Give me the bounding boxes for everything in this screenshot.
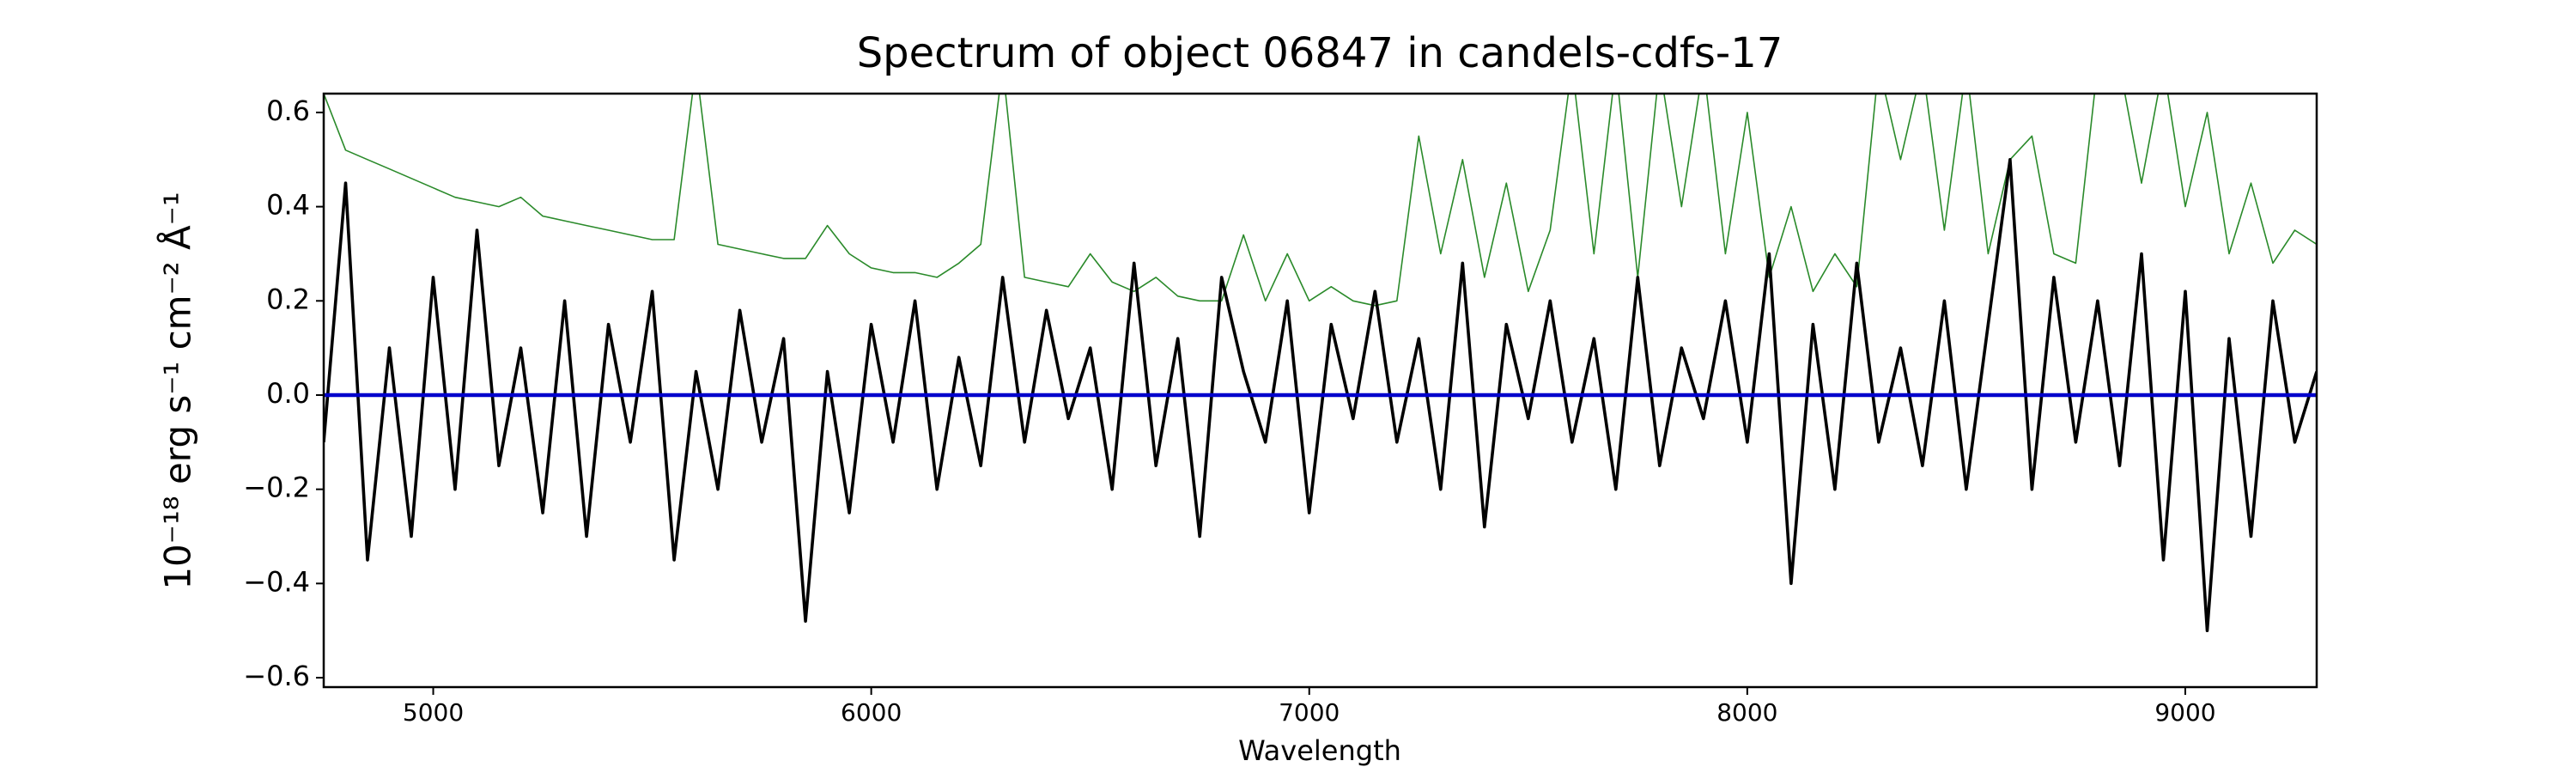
x-tick-label: 6000 xyxy=(841,698,902,727)
spectrum-line xyxy=(324,158,2317,632)
x-tick-label: 7000 xyxy=(1279,698,1340,727)
x-tick-label: 5000 xyxy=(403,698,464,727)
y-tick-label: −0.4 xyxy=(243,565,310,598)
y-tick-label: 0.4 xyxy=(266,189,310,222)
spectrum-line xyxy=(324,94,2317,307)
x-axis-label: Wavelength xyxy=(1238,734,1401,767)
plot-area xyxy=(324,94,2317,632)
y-tick-label: −0.6 xyxy=(243,660,310,692)
x-tick-label: 8000 xyxy=(1716,698,1777,727)
plot-frame xyxy=(322,92,2318,689)
y-tick-label: 0.0 xyxy=(266,377,310,410)
y-tick-label: −0.2 xyxy=(243,472,310,504)
y-tick-label: 0.2 xyxy=(266,283,310,315)
chart-title: Spectrum of object 06847 in candels-cdfs… xyxy=(857,29,1783,77)
y-axis-label: 10⁻¹⁸ erg s⁻¹ cm⁻² Å⁻¹ xyxy=(156,192,199,589)
x-tick-label: 9000 xyxy=(2154,698,2215,727)
y-tick-label: 0.6 xyxy=(266,94,310,127)
